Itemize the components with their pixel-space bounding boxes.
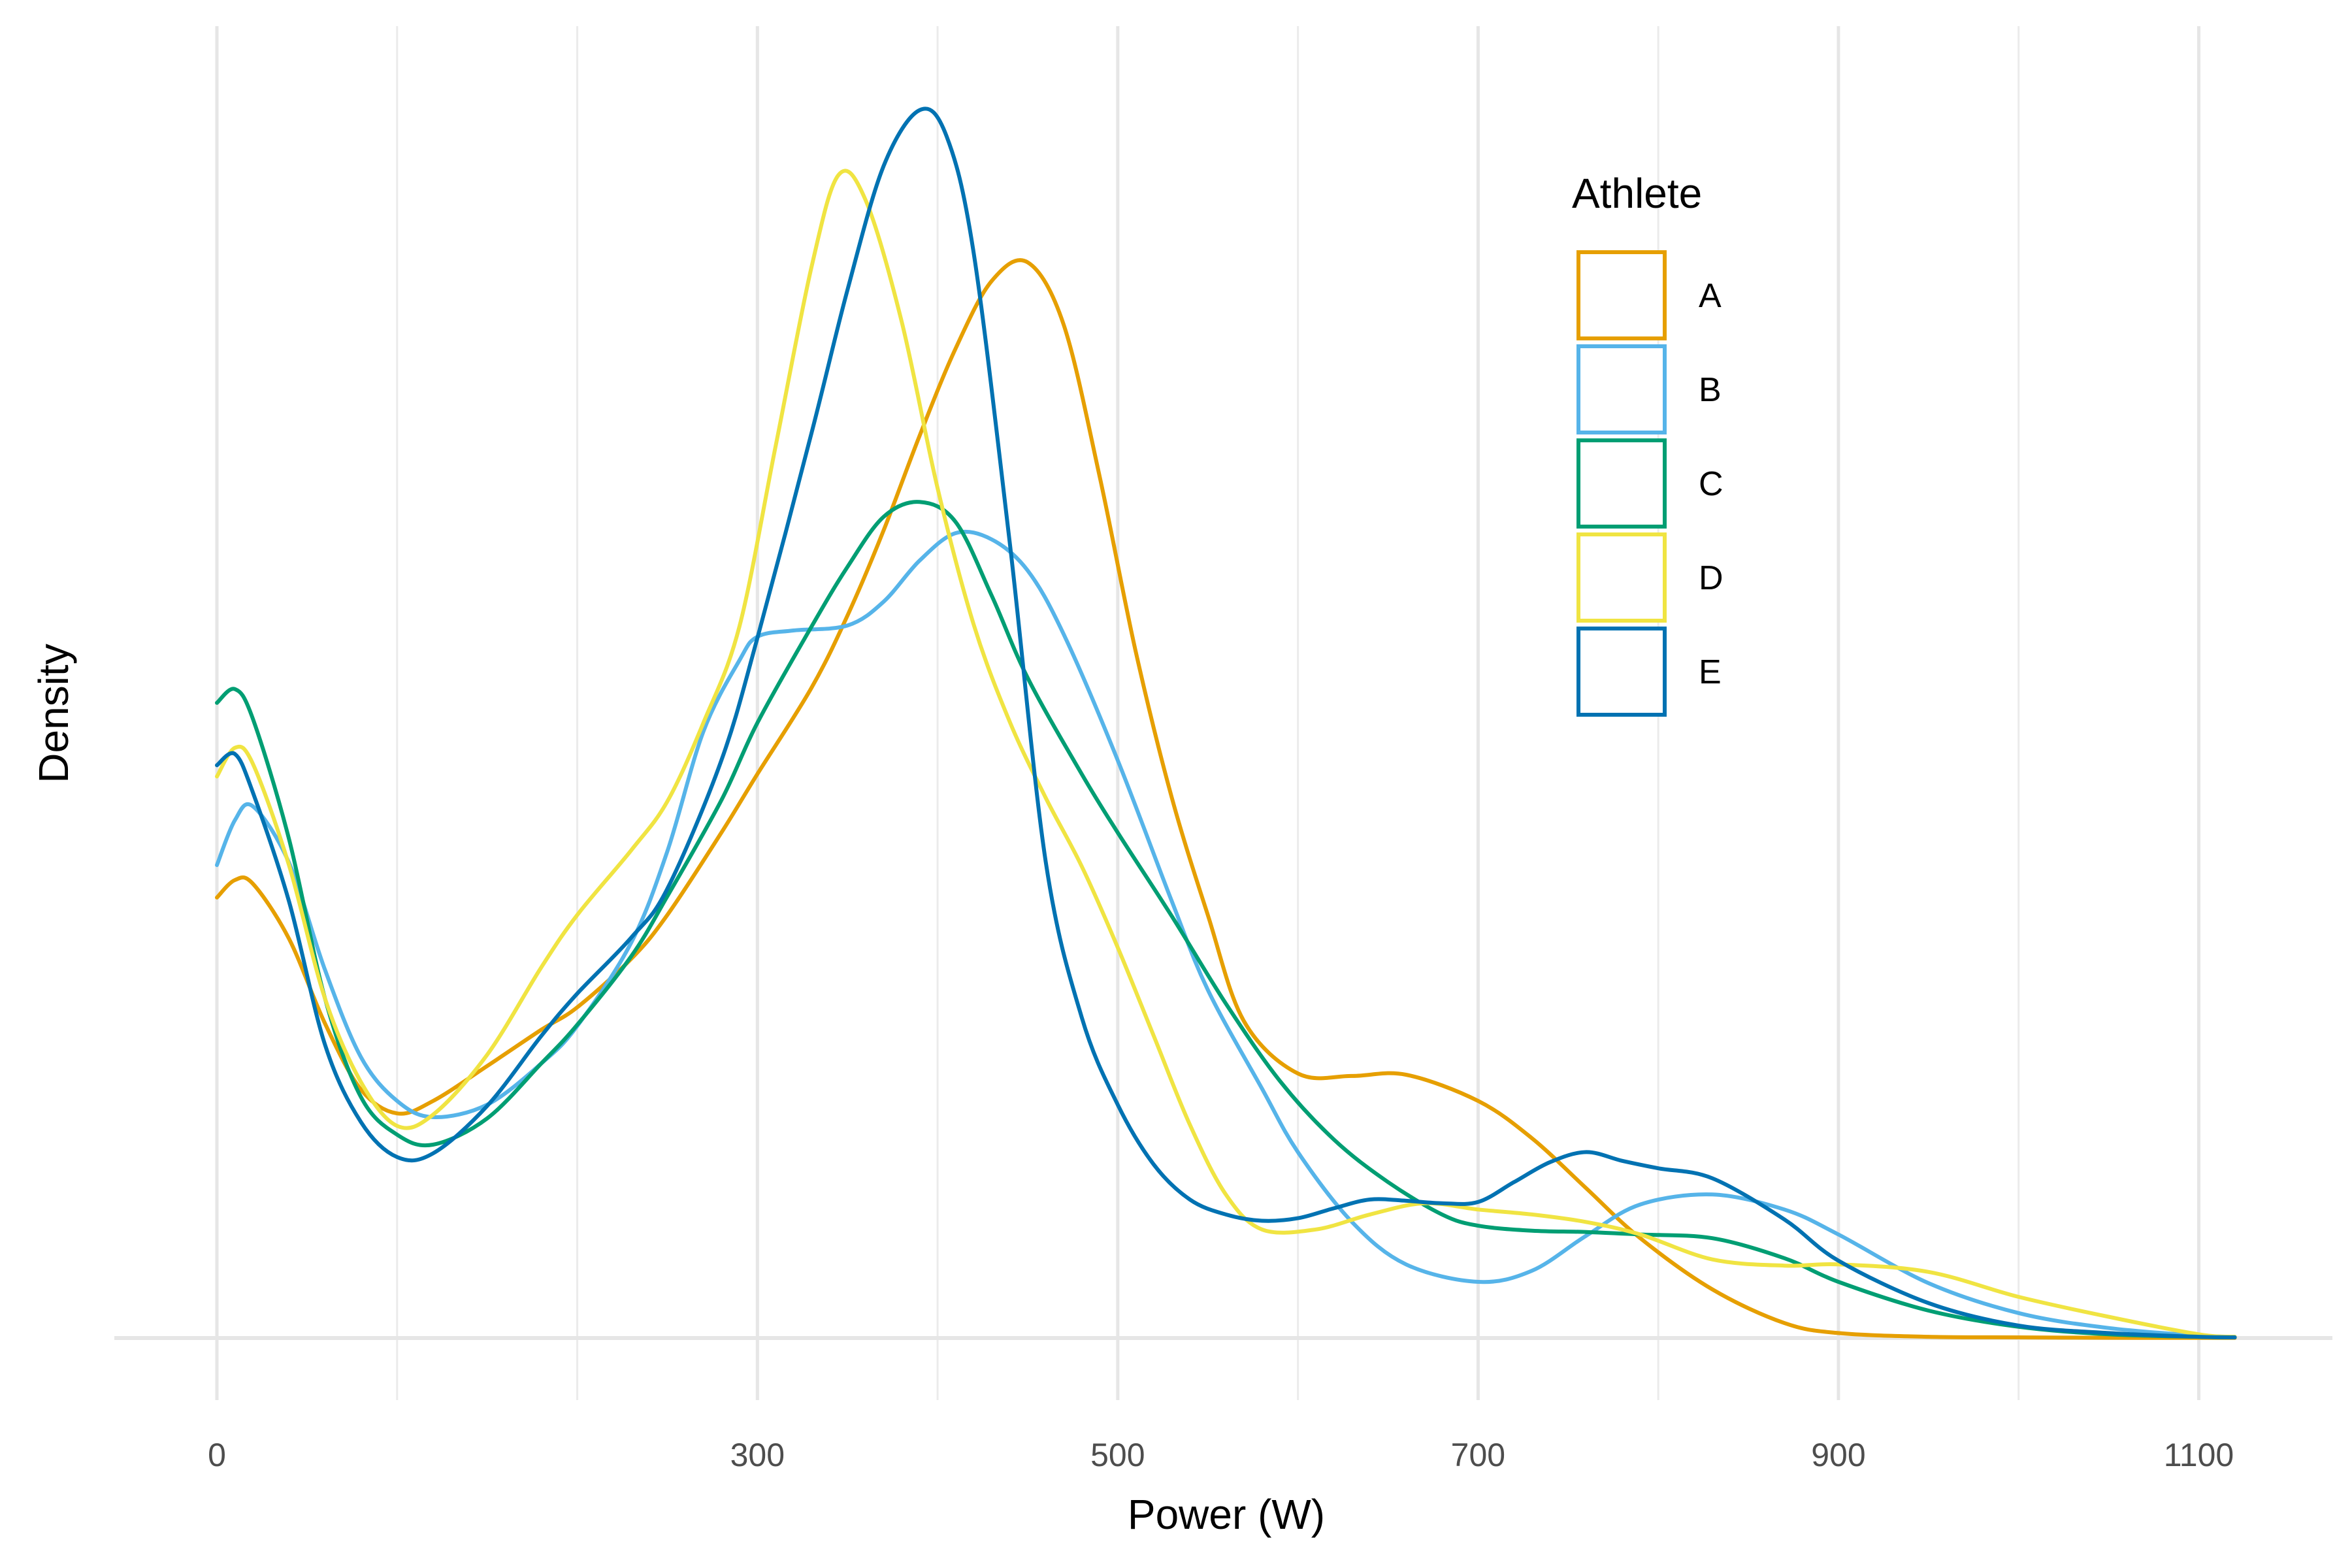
- density-line-athlete-d: [215, 169, 2237, 1339]
- x-tick-label: 900: [1811, 1437, 1865, 1473]
- legend-items: A B C D E: [1576, 250, 1723, 717]
- legend-key-athlete-b: [1576, 344, 1667, 434]
- density-line-athlete-c: [215, 500, 2237, 1339]
- x-tick-label: 700: [1451, 1437, 1505, 1473]
- x-tick-label: 300: [730, 1437, 785, 1473]
- x-tick-label: 0: [208, 1437, 226, 1473]
- legend-key-athlete-d: [1576, 532, 1667, 623]
- legend-key-athlete-c: [1576, 438, 1667, 529]
- legend-label-athlete-b: B: [1699, 371, 1722, 409]
- legend-label-athlete-d: D: [1699, 559, 1723, 597]
- legend: Athlete A B C D E: [1572, 170, 1723, 717]
- density-line-athlete-a: [215, 258, 2237, 1340]
- legend-label-athlete-c: C: [1699, 465, 1723, 503]
- y-axis-title: Density: [30, 644, 77, 783]
- x-tick-label: 1100: [2164, 1437, 2234, 1473]
- x-tick-labels: 0 300 500 700 900 1100: [208, 1437, 2234, 1473]
- legend-title: Athlete: [1572, 170, 1702, 217]
- legend-key-athlete-a: [1576, 250, 1667, 340]
- grid-layer: [215, 26, 2200, 1400]
- x-axis-title: Power (W): [1128, 1491, 1325, 1538]
- x-tick-label: 500: [1090, 1437, 1145, 1473]
- legend-key-athlete-e: [1576, 627, 1667, 717]
- legend-label-athlete-e: E: [1699, 653, 1722, 691]
- legend-label-athlete-a: A: [1699, 277, 1722, 315]
- density-line-athlete-b: [215, 529, 2237, 1339]
- density-line-athlete-e: [215, 106, 2237, 1339]
- series-layer: [215, 106, 2237, 1340]
